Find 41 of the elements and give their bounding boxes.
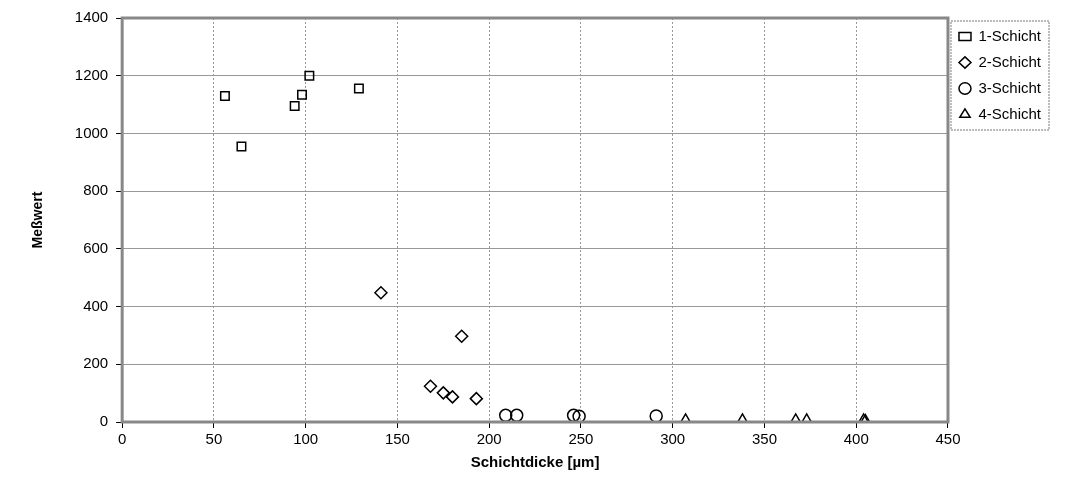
point (236, 141, 247, 152)
point (469, 391, 484, 406)
legend-label: 4-Schicht (978, 104, 1042, 122)
point (289, 101, 300, 112)
y-tick-label: 1000 (74, 123, 109, 141)
point (436, 386, 451, 400)
point (509, 408, 524, 422)
x-axis-title: Schichtdicke [µm] (470, 453, 600, 471)
point (566, 408, 581, 422)
x-tick-label: 200 (476, 430, 502, 448)
legend-label: 3-Schicht (978, 78, 1042, 96)
x-tick-label: 50 (205, 430, 223, 448)
point (445, 390, 460, 404)
y-tick-label: 0 (99, 412, 109, 430)
point (304, 70, 315, 81)
point (649, 409, 663, 422)
point (353, 83, 364, 94)
x-tick-label: 350 (751, 430, 777, 448)
point (454, 329, 469, 344)
point (572, 409, 586, 422)
x-tick-label: 0 (118, 430, 127, 448)
y-tick-label: 800 (83, 181, 109, 199)
x-tick-label: 150 (384, 430, 410, 448)
x-tick-label: 250 (568, 430, 594, 448)
y-tick-label: 200 (83, 354, 109, 372)
point (297, 89, 307, 100)
y-tick-label: 600 (83, 239, 109, 256)
x-tick-label: 400 (843, 430, 869, 448)
point (374, 285, 388, 300)
point (219, 90, 230, 101)
y-tick-label: 1400 (74, 8, 109, 26)
y-tick-label: 1200 (74, 65, 109, 83)
y-axis-title: Meßwert (29, 191, 46, 249)
legend-label: 1-Schicht (978, 26, 1042, 44)
y-tick-label: 400 (83, 296, 109, 314)
point (498, 408, 513, 422)
point (423, 379, 438, 393)
x-tick-label: 300 (660, 430, 686, 448)
x-tick-label: 100 (293, 430, 319, 448)
x-tick-label: 450 (935, 430, 961, 448)
legend-label: 2-Schicht (978, 52, 1042, 70)
